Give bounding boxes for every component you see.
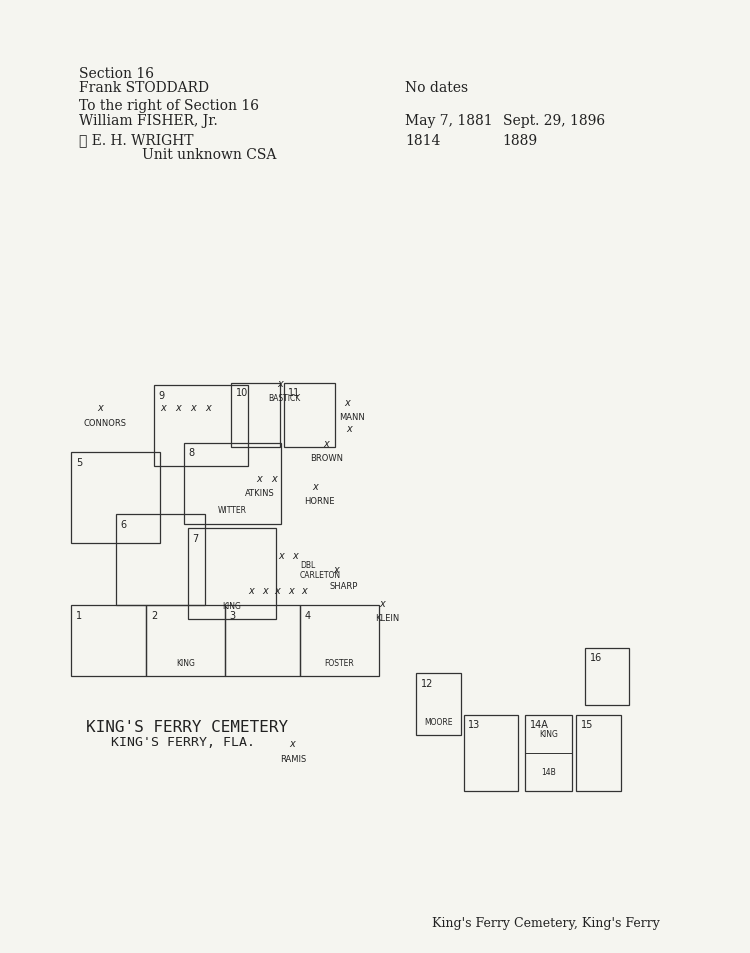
Text: x: x: [278, 551, 284, 560]
Text: CONNORS: CONNORS: [84, 418, 127, 427]
Bar: [284, 383, 334, 448]
Bar: [231, 383, 280, 448]
Text: MOORE: MOORE: [424, 718, 453, 726]
Bar: [154, 386, 248, 467]
Text: 3: 3: [230, 610, 236, 619]
Text: x: x: [344, 397, 350, 407]
Text: x: x: [290, 739, 296, 748]
Text: May 7, 1881: May 7, 1881: [405, 113, 493, 128]
Text: x: x: [190, 403, 196, 413]
Text: RAMIS: RAMIS: [280, 754, 307, 762]
Text: 1814: 1814: [405, 133, 440, 148]
Bar: [464, 715, 518, 791]
Text: KING: KING: [222, 601, 242, 610]
Text: Section 16: Section 16: [79, 67, 154, 81]
Text: 14A: 14A: [530, 720, 548, 729]
Text: x: x: [248, 586, 254, 596]
Bar: [116, 515, 205, 605]
Text: x: x: [288, 586, 294, 596]
Text: DBL
CARLETON: DBL CARLETON: [300, 560, 341, 579]
Bar: [146, 605, 225, 677]
Text: ✜ E. H. WRIGHT: ✜ E. H. WRIGHT: [79, 133, 194, 148]
Text: FOSTER: FOSTER: [325, 659, 354, 667]
Bar: [71, 453, 160, 543]
Text: x: x: [292, 551, 298, 560]
Text: 11: 11: [288, 388, 300, 397]
Text: KING: KING: [538, 729, 558, 739]
Text: x: x: [271, 474, 277, 483]
Text: x: x: [160, 403, 166, 413]
Text: x: x: [206, 403, 212, 413]
Bar: [71, 605, 146, 677]
Bar: [188, 529, 276, 619]
Text: 2: 2: [151, 610, 157, 619]
Text: To the right of Section 16: To the right of Section 16: [79, 99, 259, 113]
Text: Frank STODDARD: Frank STODDARD: [79, 81, 209, 95]
Bar: [225, 605, 300, 677]
Text: 7: 7: [192, 534, 198, 543]
Bar: [585, 648, 628, 705]
Text: 13: 13: [468, 720, 480, 729]
Text: 6: 6: [121, 519, 127, 529]
Text: KLEIN: KLEIN: [375, 614, 399, 622]
Text: WITTER: WITTER: [218, 506, 247, 515]
Text: KING'S FERRY CEMETERY: KING'S FERRY CEMETERY: [86, 720, 288, 735]
Text: King's Ferry Cemetery, King's Ferry: King's Ferry Cemetery, King's Ferry: [432, 916, 660, 929]
Text: William FISHER, Jr.: William FISHER, Jr.: [79, 113, 218, 128]
Text: x: x: [380, 598, 386, 608]
Bar: [416, 674, 461, 736]
Text: KING: KING: [176, 659, 195, 667]
Text: KING'S FERRY, FLA.: KING'S FERRY, FLA.: [111, 736, 255, 749]
Text: HORNE: HORNE: [304, 497, 335, 505]
Text: 15: 15: [580, 720, 592, 729]
Text: x: x: [176, 403, 181, 413]
Text: 8: 8: [188, 448, 194, 457]
Text: x: x: [333, 565, 339, 575]
Text: 5: 5: [76, 457, 82, 467]
Bar: [300, 605, 379, 677]
Text: x: x: [274, 586, 280, 596]
Text: BROWN: BROWN: [310, 454, 343, 462]
Text: No dates: No dates: [405, 81, 468, 95]
Text: 1: 1: [76, 610, 82, 619]
Text: MANN: MANN: [339, 413, 364, 421]
Text: ATKINS: ATKINS: [244, 489, 274, 497]
Bar: [525, 715, 572, 791]
Text: x: x: [323, 438, 329, 448]
Text: 14B: 14B: [541, 767, 556, 777]
Text: x: x: [262, 586, 268, 596]
Text: 10: 10: [236, 388, 248, 397]
Text: x: x: [302, 586, 307, 596]
Text: SHARP: SHARP: [330, 581, 358, 590]
Bar: [184, 443, 281, 524]
Text: 4: 4: [304, 610, 310, 619]
Text: 1889: 1889: [503, 133, 538, 148]
Text: x: x: [256, 474, 262, 483]
Text: 16: 16: [590, 653, 602, 662]
Text: x: x: [346, 424, 352, 434]
Text: Unit unknown CSA: Unit unknown CSA: [142, 148, 277, 162]
Text: x: x: [312, 481, 318, 491]
Text: x: x: [277, 378, 283, 388]
Text: 9: 9: [158, 391, 164, 400]
Text: 12: 12: [421, 679, 434, 688]
Bar: [576, 715, 621, 791]
Text: BASTICK: BASTICK: [268, 394, 301, 402]
Text: Sept. 29, 1896: Sept. 29, 1896: [503, 113, 605, 128]
Text: x: x: [97, 403, 103, 413]
